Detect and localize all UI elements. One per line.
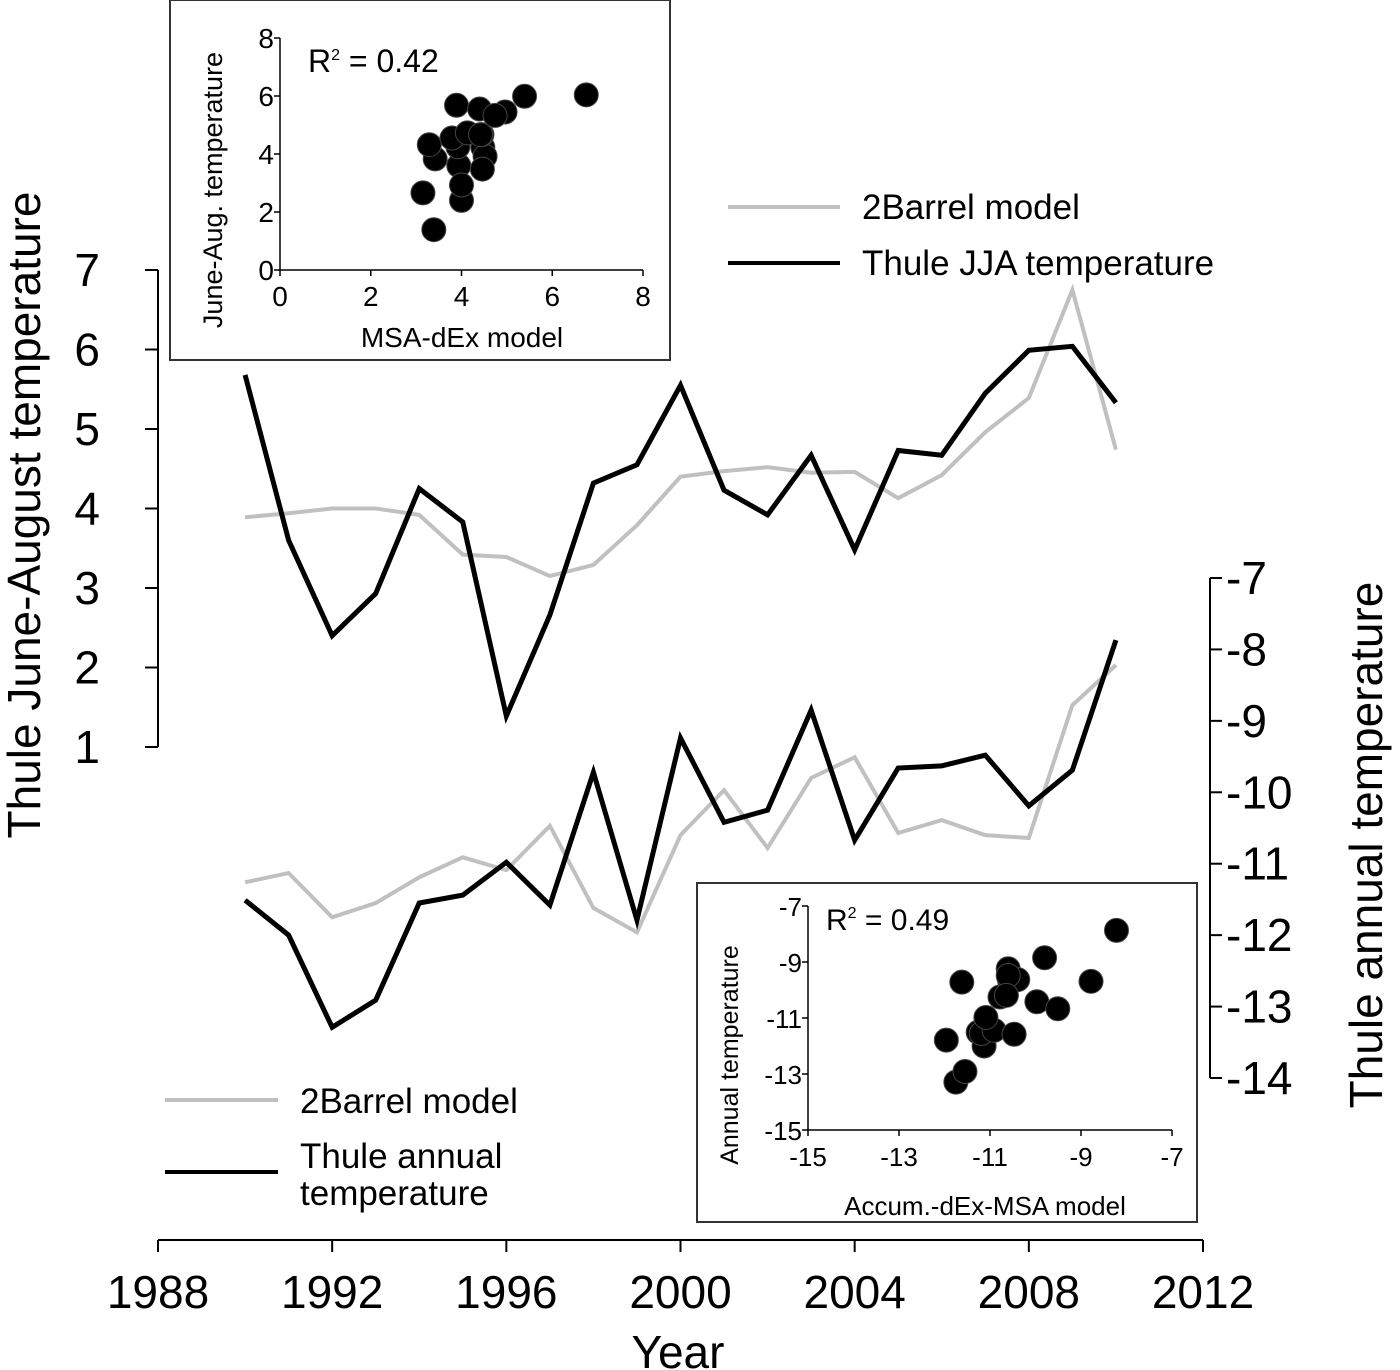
- x-tick-label: 2004: [803, 1266, 905, 1318]
- right-tick-label: -13: [1226, 981, 1292, 1033]
- legend-label: Thule annual: [300, 1137, 502, 1176]
- scatter-point: [482, 102, 508, 128]
- inset-scatter-annual: -15 -13 -11 -9 -7 -7 -9 -11 -13 -15 R2 = 0.49 Accum…: [696, 882, 1198, 1223]
- right-tick-label: -11: [1226, 838, 1289, 890]
- legend-bottom: 2Barrel model Thule annual temperature: [165, 1082, 518, 1213]
- scatter-point: [952, 1058, 978, 1084]
- x-tick-label: 2000: [629, 1266, 731, 1318]
- scatter-point: [1001, 1021, 1027, 1047]
- inset-scatter-jja: 0 2 4 6 8 0 2 4 6 8 R2 = 0.42 MSA-dEx model June-Aug…: [169, 0, 671, 361]
- scatter-point: [573, 82, 599, 108]
- inset-x-tick-label: -11: [972, 1142, 1008, 1172]
- scatter-point: [1045, 996, 1071, 1022]
- scatter-point: [1103, 917, 1129, 943]
- right-tick-label: -12: [1226, 909, 1292, 961]
- legend-top: 2Barrel model Thule JJA temperature: [728, 188, 1214, 283]
- scatter-point: [933, 1027, 959, 1053]
- scatter-point: [449, 172, 474, 198]
- scatter-point: [949, 969, 975, 995]
- inset-y-tick-label: -13: [764, 1060, 802, 1090]
- inset-y-tick-label: -15: [764, 1116, 802, 1146]
- x-tick-label: 1996: [455, 1266, 557, 1318]
- right-axis-label: Thule annual temperature: [1340, 582, 1392, 1109]
- left-tick-label: 1: [74, 721, 100, 773]
- scatter-point: [1024, 989, 1050, 1015]
- scatter-point: [1078, 968, 1104, 994]
- r-squared-annotation: R2 = 0.49: [826, 904, 949, 937]
- left-tick-label: 3: [74, 562, 100, 614]
- legend-label: 2Barrel model: [862, 188, 1080, 227]
- inset-y-tick-label: 2: [258, 197, 274, 228]
- left-tick-label: 6: [74, 324, 100, 376]
- r-squared-annotation: R2 = 0.42: [308, 43, 439, 79]
- inset-x-tick-label: 6: [544, 281, 560, 312]
- inset-x-tick-label: 2: [363, 281, 379, 312]
- right-tick-label: -9: [1226, 695, 1267, 747]
- inset-frame: [169, 0, 671, 361]
- series-line-0: [244, 283, 1118, 579]
- left-tick-label: 5: [74, 403, 100, 455]
- inset-x-tick-label: -15: [789, 1142, 827, 1172]
- legend-label: temperature: [300, 1174, 489, 1213]
- legend-label: Thule JJA temperature: [862, 244, 1214, 283]
- x-tick-label: 1992: [281, 1266, 383, 1318]
- left-tick-label: 4: [74, 483, 100, 535]
- inset-y-tick-label: 0: [258, 255, 274, 286]
- scatter-point: [444, 92, 470, 118]
- inset-x-tick-label: -13: [880, 1142, 918, 1172]
- inset-x-tick-label: 4: [454, 281, 470, 312]
- inset-x-label: Accum.-dEx-MSA model: [844, 1191, 1126, 1221]
- scatter-point: [973, 1004, 999, 1030]
- x-axis-label: Year: [632, 1326, 725, 1370]
- x-tick-label: 2012: [1152, 1266, 1254, 1318]
- scatter-point: [468, 122, 494, 148]
- inset-y-tick-label: 4: [258, 139, 274, 170]
- series-line-2: [244, 663, 1118, 936]
- x-tick-label: 2008: [978, 1266, 1080, 1318]
- x-tick-label: 1988: [107, 1266, 209, 1318]
- scatter-point: [1032, 945, 1058, 971]
- inset-x-tick-label: 8: [635, 281, 651, 312]
- scatter-point: [410, 180, 436, 206]
- left-tick-label: 2: [74, 642, 100, 694]
- right-tick-label: -8: [1226, 623, 1267, 675]
- left-axis-label: Thule June-August temperature: [0, 192, 50, 839]
- inset-y-tick-label: 8: [258, 23, 274, 54]
- main-plot: 1988 1992 1996 2000 2004 2008 20121234567-7-8-…: [74, 244, 1292, 1318]
- scatter-point: [469, 156, 495, 182]
- inset-x-tick-label: -9: [1069, 1142, 1092, 1172]
- inset-y-tick-label: 6: [258, 81, 274, 112]
- right-tick-label: -10: [1226, 766, 1292, 818]
- inset-y-label: Annual temperature: [716, 945, 744, 1165]
- series-line-1: [242, 343, 1118, 725]
- inset-x-tick-label: -7: [1160, 1142, 1183, 1172]
- inset-y-tick-label: -9: [779, 948, 802, 978]
- scatter-point: [421, 217, 447, 243]
- inset-y-tick-label: -7: [779, 892, 802, 922]
- right-tick-label: -7: [1226, 552, 1267, 604]
- inset-y-label: June-Aug. temperature: [198, 52, 228, 328]
- legend-label: 2Barrel model: [300, 1082, 518, 1121]
- inset-x-tick-label: 0: [272, 281, 288, 312]
- scatter-point: [416, 132, 442, 158]
- inset-y-tick-label: -11: [766, 1004, 802, 1034]
- series-line-3: [243, 639, 1119, 1031]
- left-tick-label: 7: [74, 244, 100, 296]
- scatter-point: [512, 83, 538, 109]
- right-tick-label: -14: [1226, 1052, 1292, 1104]
- inset-x-label: MSA-dEx model: [361, 322, 563, 353]
- scatter-point: [993, 982, 1019, 1008]
